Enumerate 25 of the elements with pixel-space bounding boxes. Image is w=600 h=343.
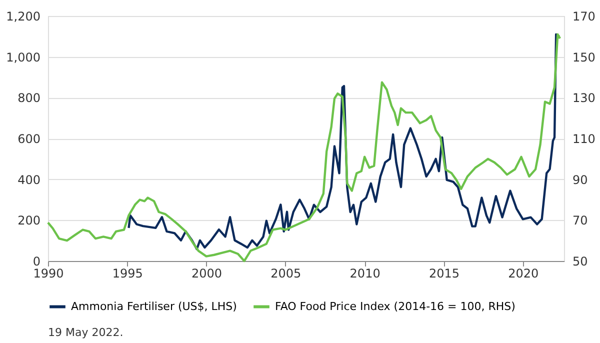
x-tick-label: 2020 [508,266,539,280]
y2-tick-label: 90 [572,172,588,187]
x-tick-label: 2000 [192,266,222,280]
y2-tick-label: 50 [572,254,588,268]
y2-tick-label: 70 [572,214,588,228]
legend-label: Ammonia Fertiliser (US$, LHS) [71,300,237,313]
x-tick-label: 2005 [270,266,302,280]
y2-tick-label: 110 [572,132,596,146]
y-tick-label: 200 [18,214,40,228]
y-tick-label: 600 [18,132,40,146]
x-tick-label: 2015 [428,266,460,280]
legend-label: FAO Food Price Index (2014-16 = 100, RHS) [275,300,516,313]
x-tick-label: 1995 [112,266,143,280]
y-tick-label: 1,200 [6,10,40,24]
y-tick-label: 400 [18,172,40,187]
y2-tick-label: 150 [572,50,596,64]
y2-tick-label: 130 [572,91,596,106]
text: 19 May 2022. [48,326,124,339]
y-tick-label: 0 [32,254,40,268]
y-tick-label: 800 [18,91,40,106]
y2-tick-label: 170 [572,10,596,24]
line-series [46,33,562,262]
x-tick-label: 2010 [350,266,380,280]
y-tick-label: 1,000 [6,50,40,64]
x-tick-label: 1990 [33,266,64,280]
